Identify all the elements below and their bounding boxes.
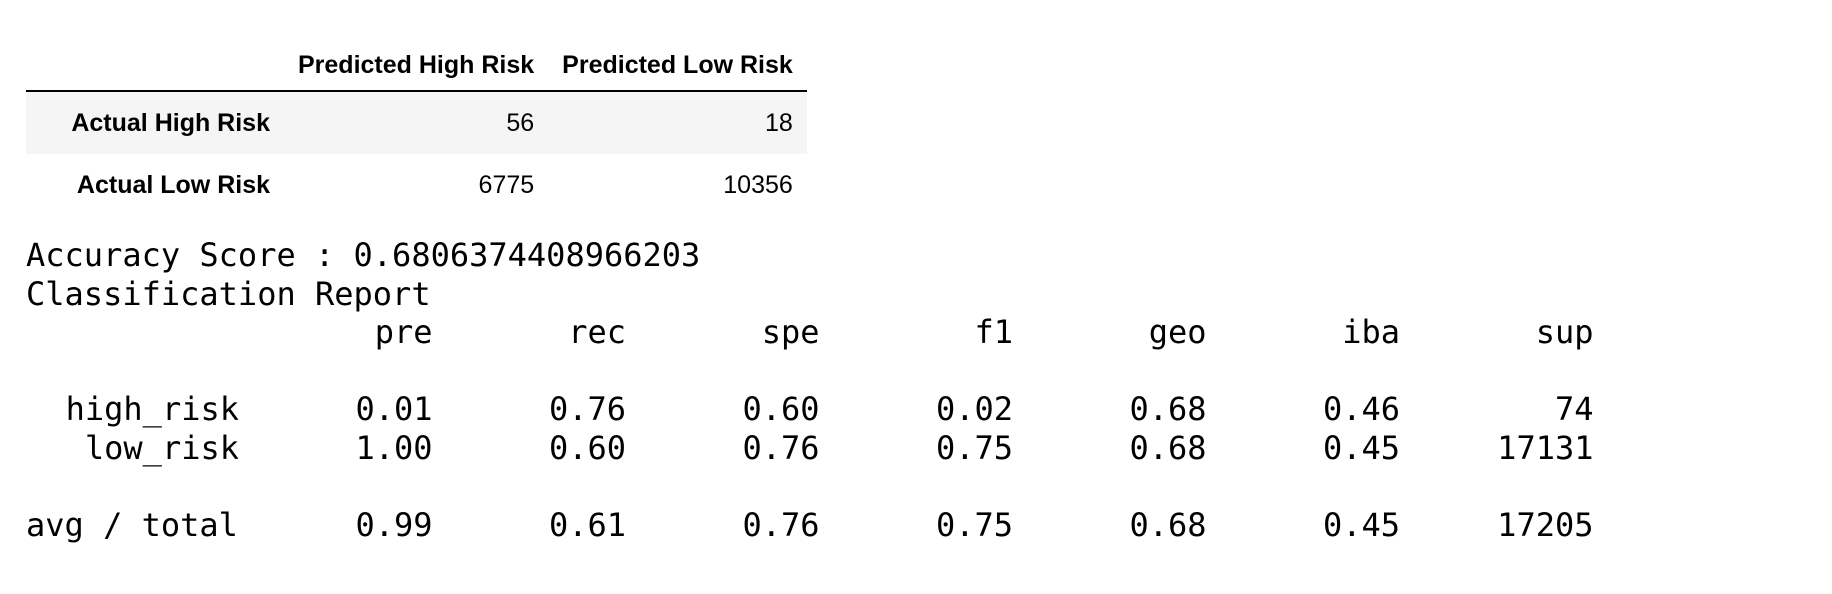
report-header: spe	[761, 313, 820, 351]
report-value: 0.76	[742, 428, 820, 467]
table-cell: 56	[506, 108, 535, 137]
table-cell: 6775	[478, 170, 535, 199]
table-cell: 18	[764, 108, 793, 137]
column-header: Predicted High Risk	[284, 34, 549, 92]
report-value: 0.99	[355, 505, 433, 544]
column-header: Predicted Low Risk	[548, 34, 807, 92]
stdout-text: Accuracy Score : 0.6806374408966203 Class…	[26, 236, 1594, 544]
report-row-label: low_risk	[84, 428, 239, 467]
cell-output: Predicted High Risk Predicted Low Risk A…	[26, 34, 1594, 544]
report-value: 0.68	[1129, 428, 1207, 467]
report-total-label: avg / total	[26, 505, 238, 544]
report-value: 1.00	[355, 428, 433, 467]
report-header: geo	[1148, 313, 1207, 351]
table-row: Actual High Risk 56 18	[26, 91, 807, 154]
table-header-row: Predicted High Risk Predicted Low Risk	[26, 34, 807, 92]
table-corner-cell	[26, 34, 284, 92]
report-value: 0.01	[355, 390, 433, 428]
confusion-matrix-table: Predicted High Risk Predicted Low Risk A…	[26, 34, 807, 216]
blank-line	[26, 467, 1594, 506]
report-header: rec	[568, 313, 626, 351]
report-value: 0.60	[548, 428, 626, 467]
report-value: 0.60	[742, 390, 820, 428]
table-row: Actual Low Risk 6775 10356	[26, 154, 807, 216]
report-value: 0.76	[548, 390, 626, 428]
report-value: 74	[1554, 390, 1594, 428]
report-value: 17131	[1497, 428, 1594, 467]
report-value: 0.75	[935, 505, 1013, 544]
report-value: 0.02	[935, 390, 1013, 428]
report-value: 0.68	[1129, 505, 1207, 544]
report-value: 0.46	[1322, 390, 1400, 428]
report-header: pre	[374, 313, 433, 351]
accuracy-line: Accuracy Score : 0.6806374408966203	[26, 236, 1594, 275]
report-value: 0.45	[1322, 505, 1400, 544]
report-value: 17205	[1497, 505, 1594, 544]
report-row: low_risk 1.00 0.60 0.76 0.75 0.68 0.45 17131	[26, 429, 1594, 468]
row-header: Actual High Risk	[71, 108, 270, 137]
report-header: f1	[974, 313, 1013, 351]
report-header-row: pre rec spe f1 geo iba sup	[26, 313, 1594, 352]
report-row: high_risk 0.01 0.76 0.60 0.02 0.68 0.46 74	[26, 390, 1594, 429]
report-header: iba	[1342, 313, 1400, 351]
report-value: 0.68	[1129, 390, 1207, 428]
accuracy-label: Accuracy Score :	[26, 236, 335, 274]
report-value: 0.45	[1322, 428, 1400, 467]
row-header: Actual Low Risk	[76, 170, 270, 199]
accuracy-value: 0.6806374408966203	[353, 236, 701, 274]
report-header: sup	[1535, 313, 1594, 351]
blank-line	[26, 352, 1594, 391]
report-row-label: high_risk	[65, 390, 239, 428]
report-value: 0.61	[548, 505, 626, 544]
report-value: 0.76	[742, 505, 820, 544]
table-cell: 10356	[723, 170, 793, 199]
report-value: 0.75	[935, 428, 1013, 467]
report-title: Classification Report	[26, 274, 431, 313]
report-total-row: avg / total 0.99 0.61 0.76 0.75 0.68 0.45 17205	[26, 506, 1594, 545]
